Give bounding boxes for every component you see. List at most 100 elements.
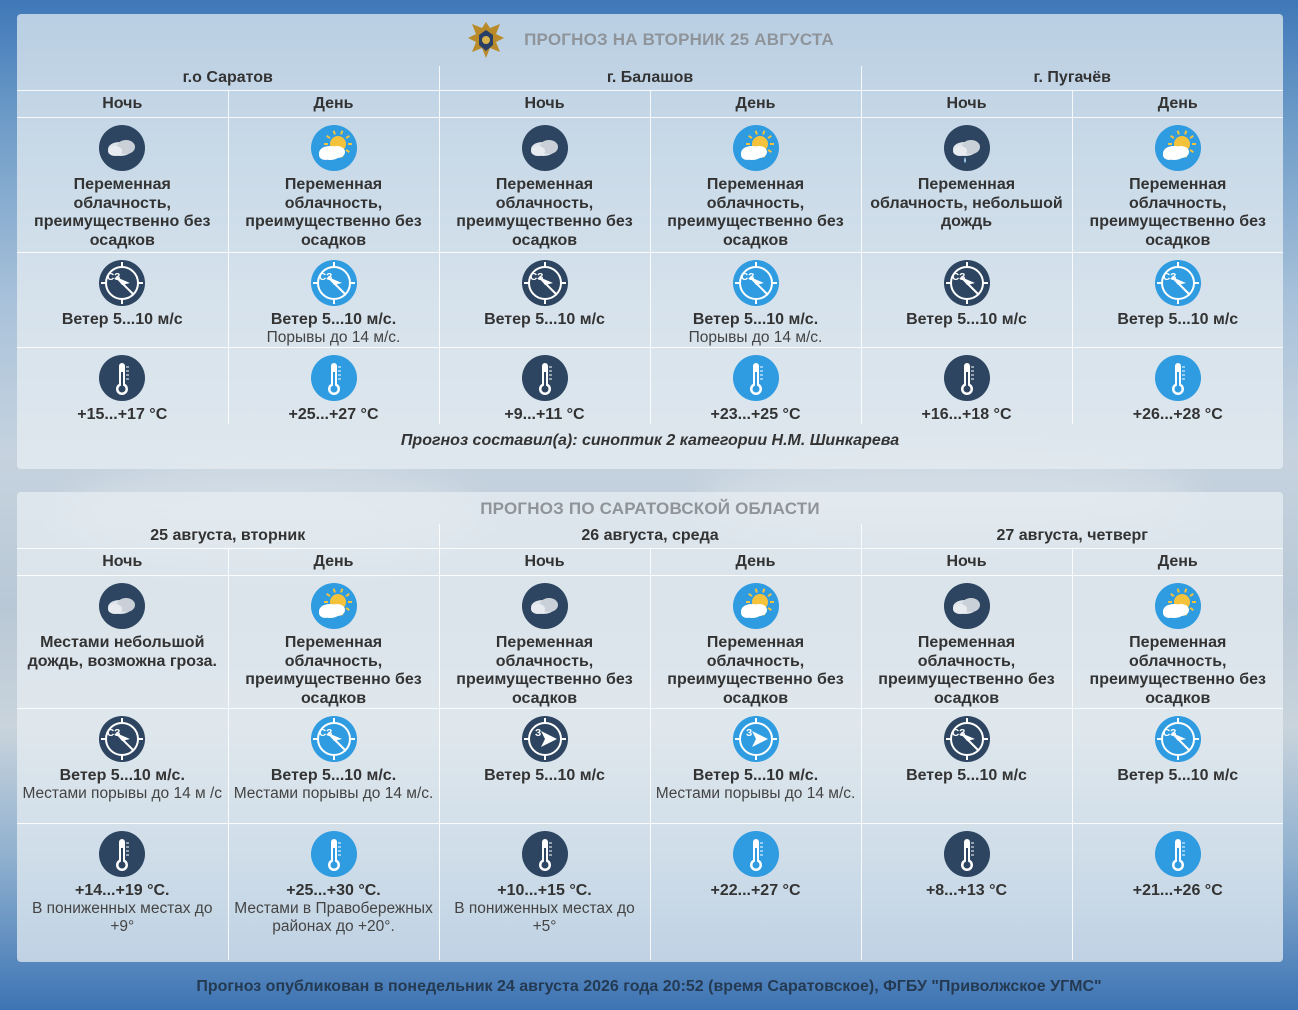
column-header: г. Балашов: [438, 66, 861, 91]
forecast-cell: Переменная облачность, преимущественно б…: [227, 575, 439, 709]
sun-cloud-icon: [1154, 582, 1202, 630]
wind-speed: Ветер 5...10 м/с: [906, 767, 1027, 784]
weather-description: Переменная облачность, преимущественно б…: [456, 634, 633, 707]
wind-direction-label: З: [535, 728, 541, 739]
thermometer-icon: [310, 354, 358, 402]
forecast-cell: Местами небольшой дождь, возможна гроза.: [17, 575, 228, 709]
wind-direction-label: СЗ: [741, 272, 754, 283]
forecast-cell: +25...+27 °C: [227, 347, 439, 424]
forecast-cell: СЗ Ветер 5...10 м/с. Местами порывы до 1…: [227, 708, 439, 824]
wind-direction-icon: СЗ: [521, 259, 569, 307]
wind-direction-label: З: [746, 728, 752, 739]
wind-direction-label: СЗ: [952, 272, 965, 283]
wind-speed: Ветер 5...10 м/с.: [692, 311, 819, 328]
wind-gusts: Местами порывы до 14 м/с.: [233, 785, 434, 802]
wind-speed: Ветер 5...10 м/с: [906, 311, 1027, 328]
temperature-range: +9...+11 °C: [504, 406, 585, 423]
period-label: Ночь: [860, 548, 1072, 576]
thermometer-icon: [521, 830, 569, 878]
temperature-range: +15...+17 °C: [77, 406, 168, 423]
weather-description: Переменная облачность, преимущественно б…: [667, 634, 844, 707]
forecast-cell: З Ветер 5...10 м/с. Местами порывы до 14…: [649, 708, 861, 824]
sun-cloud-icon: [310, 124, 358, 172]
temperature-range: +25...+27 °C: [288, 406, 379, 423]
wind-direction-label: СЗ: [1163, 272, 1176, 283]
wind-direction-icon: СЗ: [98, 715, 146, 763]
forecast-cell: СЗ Ветер 5...10 м/с. Порывы до 14 м/с.: [649, 252, 861, 348]
weather-description: Переменная облачность, небольшой дождь: [870, 176, 1063, 230]
forecast-cell: СЗ Ветер 5...10 м/с: [17, 252, 228, 348]
thermometer-icon: [98, 830, 146, 878]
thermometer-icon: [1154, 354, 1202, 402]
wind-direction-icon: З: [521, 715, 569, 763]
forecast-cell: СЗ Ветер 5...10 м/с: [438, 252, 650, 348]
temperature-note: Местами в Правобережных районах до +20°.: [234, 900, 433, 935]
wind-speed: Ветер 5...10 м/с.: [270, 311, 397, 328]
wind-direction-label: СЗ: [319, 272, 332, 283]
period-label: Ночь: [17, 90, 228, 118]
wind-gusts: Местами порывы до 14 м/с.: [655, 785, 856, 802]
emblem-icon: [468, 22, 505, 58]
wind-gusts: Порывы до 14 м/с.: [688, 329, 823, 346]
wind-direction-icon: СЗ: [943, 715, 991, 763]
wind-direction-label: СЗ: [107, 728, 120, 739]
wind-speed: Ветер 5...10 м/с: [1117, 767, 1239, 784]
forecast-cell: СЗ Ветер 5...10 м/с: [1071, 252, 1283, 348]
wind-speed: Ветер 5...10 м/с: [484, 767, 605, 784]
forecast-cell: Переменная облачность, небольшой дождь: [860, 117, 1072, 253]
forecast-cell: З Ветер 5...10 м/с: [438, 708, 650, 824]
city-forecast-table: г.о Саратов г. Балашов г. Пугачёв Ночь День Н…: [17, 66, 1283, 424]
period-label: Ночь: [438, 90, 650, 118]
wind-speed: Ветер 5...10 м/с.: [59, 767, 185, 784]
period-label: Ночь: [17, 548, 228, 576]
thermometer-icon: [1154, 830, 1202, 878]
forecast-cell: Переменная облачность, преимущественно б…: [649, 117, 861, 253]
forecast-cell: СЗ Ветер 5...10 м/с. Местами порывы до 1…: [17, 708, 228, 824]
wind-speed: Ветер 5...10 м/с.: [270, 767, 397, 784]
forecast-cell: Переменная облачность, преимущественно б…: [1071, 575, 1283, 709]
weather-description: Переменная облачность, преимущественно б…: [667, 176, 844, 249]
forecaster-credit: Прогноз составил(а): синоптик 2 категори…: [400, 432, 900, 449]
wind-direction-label: СЗ: [107, 272, 120, 283]
forecast-panel-region: ПРОГНОЗ ПО САРАТОВСКОЙ ОБЛАСТИ 25 август…: [17, 492, 1283, 962]
wind-direction-label: СЗ: [530, 272, 543, 283]
wind-direction-label: СЗ: [1163, 728, 1176, 739]
panel-header: ПРОГНОЗ НА ВТОРНИК 25 АВГУСТА: [17, 14, 1283, 66]
forecast-cell: Переменная облачность, преимущественно б…: [649, 575, 861, 709]
weather-description: Переменная облачность, преимущественно б…: [1089, 176, 1266, 249]
wind-direction-label: СЗ: [319, 728, 332, 739]
forecast-cell: Переменная облачность, преимущественно б…: [438, 575, 650, 709]
sun-cloud-icon: [732, 582, 780, 630]
publication-footer: Прогноз опубликован в понедельник 24 авг…: [196, 978, 1102, 995]
thermometer-icon: [732, 830, 780, 878]
temperature-note: В пониженных местах до +5°: [454, 900, 635, 935]
wind-gusts: Порывы до 14 м/с.: [266, 329, 401, 346]
temperature-range: +8...+13 °C: [925, 882, 1008, 899]
thermometer-icon: [943, 354, 991, 402]
sun-cloud-icon: [732, 124, 780, 172]
forecast-cell: +14...+19 °C. В пониженных местах до +9°: [17, 824, 228, 961]
forecast-cell: +10...+15 °C. В пониженных местах до +5°: [438, 823, 650, 960]
forecast-cell: Переменная облачность, преимущественно б…: [17, 117, 228, 253]
temperature-range: +21...+26 °C: [1132, 882, 1223, 899]
wind-speed: Ветер 5...10 м/с: [1117, 311, 1239, 328]
weather-description: Переменная облачность, преимущественно б…: [456, 176, 633, 249]
forecast-cell: СЗ Ветер 5...10 м/с: [860, 252, 1072, 348]
weather-description: Переменная облачность, преимущественно б…: [1089, 634, 1266, 707]
temperature-range: +10...+15 °C.: [497, 882, 592, 899]
forecast-cell: +9...+11 °C: [438, 347, 650, 424]
wind-direction-icon: СЗ: [732, 259, 780, 307]
temperature-range: +16...+18 °C: [921, 406, 1012, 423]
cloud-night-icon: [98, 582, 146, 630]
column-header: г. Пугачёв: [860, 66, 1283, 91]
forecast-cell: СЗ Ветер 5...10 м/с. Порывы до 14 м/с.: [227, 252, 439, 348]
forecast-cell: +23...+25 °C: [649, 347, 861, 424]
weather-description: Переменная облачность, преимущественно б…: [878, 634, 1055, 707]
wind-direction-icon: СЗ: [310, 715, 358, 763]
weather-description: Переменная облачность, преимущественно б…: [245, 634, 422, 707]
period-label: День: [1071, 90, 1283, 118]
wind-direction-icon: СЗ: [1154, 715, 1202, 763]
cloud-night-icon: [521, 582, 569, 630]
forecast-cell: +8...+13 °C: [860, 823, 1072, 960]
period-label: День: [649, 90, 861, 118]
